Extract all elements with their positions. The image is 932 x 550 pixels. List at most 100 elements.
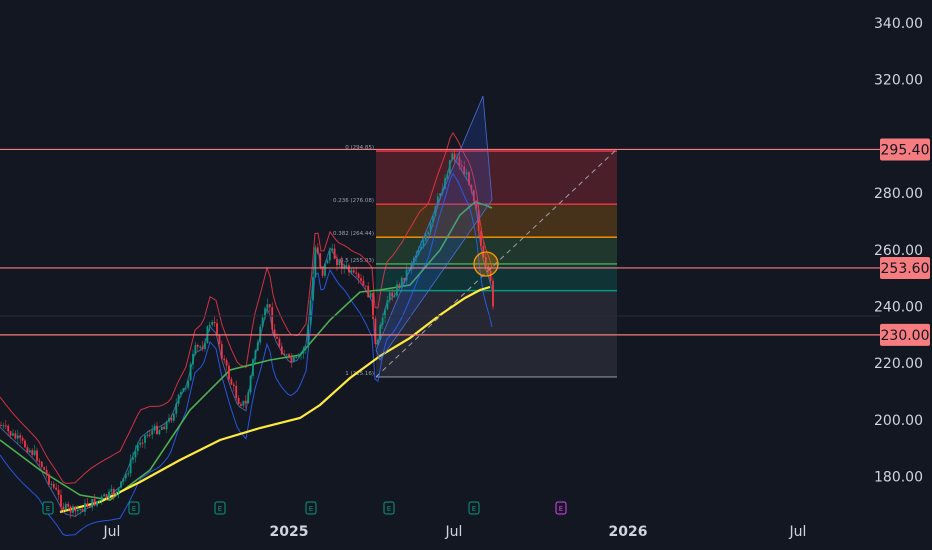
candle-body [470, 185, 473, 191]
candle-body [463, 166, 466, 175]
candle-body [228, 365, 230, 380]
candle-body [148, 434, 151, 436]
candle-body [477, 209, 480, 232]
candle-body [276, 336, 278, 339]
candle-body [391, 292, 394, 297]
candle-body [129, 459, 132, 474]
candle-body [321, 266, 324, 276]
candle-body [326, 260, 329, 264]
candle-body [98, 500, 101, 502]
price-tick-label: 280.00 [874, 186, 923, 202]
candle-body [384, 309, 386, 318]
candle-body [408, 269, 410, 271]
candle-body [122, 478, 125, 482]
candle-body [2, 425, 5, 427]
candle-body [242, 400, 245, 406]
candle-body [314, 247, 317, 278]
candle-body [348, 265, 350, 273]
candle-body [184, 387, 187, 389]
candle-body [52, 483, 55, 488]
candle-body [362, 280, 365, 286]
candle-body [194, 345, 197, 355]
earnings-marker-label: E [218, 505, 222, 513]
candle-body [208, 324, 211, 327]
candle-body [472, 190, 475, 201]
candle-body [415, 255, 418, 259]
candle-body [124, 474, 127, 479]
earnings-marker [42, 501, 54, 515]
candle-body [244, 400, 247, 404]
candle-body [156, 425, 158, 435]
fib-level-label: 0.236 (276.08) [333, 198, 374, 204]
drawings[interactable] [375, 95, 499, 361]
candle-body [451, 153, 454, 161]
candle-body [302, 349, 305, 354]
candle-body [396, 284, 398, 296]
candle-body [86, 503, 89, 507]
candle-body [151, 430, 154, 435]
candle-body [43, 467, 46, 470]
candle-body [168, 418, 170, 422]
candle-body [357, 273, 360, 279]
candle-body [14, 433, 17, 439]
candle-body [170, 418, 173, 421]
price-tick-label: 240.00 [874, 300, 923, 316]
candle-body [422, 240, 425, 247]
candle-body [304, 347, 307, 350]
fib-trend-line [375, 148, 618, 378]
time-axis[interactable]: Jul 2025 Jul 2026 Jul [103, 524, 807, 540]
fib-level-label: 0 (294.85) [345, 145, 374, 151]
candle-body [146, 434, 149, 436]
earnings-marker [214, 501, 226, 515]
candle-body [331, 248, 334, 251]
candle-body [110, 489, 113, 492]
candle-body [458, 157, 461, 166]
candle-body [374, 318, 377, 345]
candle-body [249, 375, 252, 393]
time-tick-label: Jul [445, 524, 463, 540]
candle-body [9, 431, 12, 436]
candle-body [218, 335, 221, 345]
candle-body [405, 269, 408, 281]
candle-body [393, 295, 396, 297]
candle-body [7, 425, 10, 432]
candle-body [112, 489, 115, 495]
horizontal-levels[interactable]: 295.40 253.60 230.00 [0, 138, 930, 346]
candle-body [180, 391, 182, 395]
candle-body [273, 329, 276, 337]
candle-body [235, 385, 238, 399]
candle-body [81, 508, 84, 512]
candle-body [204, 342, 206, 350]
fib-zone [376, 151, 617, 205]
fib-level-label: 1 (215.16) [345, 371, 374, 377]
candle-body [175, 403, 178, 414]
candle-body [57, 489, 60, 495]
candle-body [352, 270, 355, 273]
earnings-marker-label: E [46, 505, 50, 513]
candle-body [4, 425, 7, 427]
price-tick-label: 340.00 [874, 16, 923, 32]
highlight-circle [473, 251, 499, 277]
candle-body [300, 353, 302, 356]
candle-body [283, 354, 286, 356]
candle-body [96, 501, 98, 506]
price-level-value: 253.60 [881, 261, 930, 277]
candle-body [468, 172, 470, 186]
candle-body [201, 346, 204, 350]
candle-body [60, 494, 62, 507]
candlesticks [0, 149, 494, 519]
price-axis[interactable]: 340.00 320.00 280.00 260.00 240.00 220.00 200.… [874, 16, 923, 486]
candle-body [424, 234, 427, 241]
candle-body [199, 346, 202, 348]
candle-body [163, 426, 166, 430]
candle-body [247, 392, 250, 404]
candle-body [403, 277, 406, 281]
candle-body [429, 222, 432, 232]
candle-body [196, 345, 199, 347]
candle-body [256, 342, 259, 351]
candle-body [369, 292, 372, 298]
candle-body [427, 231, 430, 235]
